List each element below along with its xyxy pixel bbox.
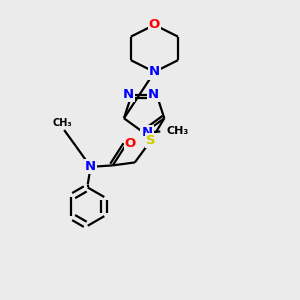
Text: N: N bbox=[123, 88, 134, 101]
Text: N: N bbox=[85, 160, 96, 173]
Text: O: O bbox=[125, 137, 136, 150]
Text: N: N bbox=[149, 65, 160, 79]
Text: N: N bbox=[148, 88, 159, 101]
Text: CH₃: CH₃ bbox=[53, 118, 73, 128]
Text: O: O bbox=[149, 18, 160, 32]
Text: S: S bbox=[146, 134, 156, 147]
Text: N: N bbox=[142, 126, 153, 140]
Text: CH₃: CH₃ bbox=[166, 126, 188, 136]
